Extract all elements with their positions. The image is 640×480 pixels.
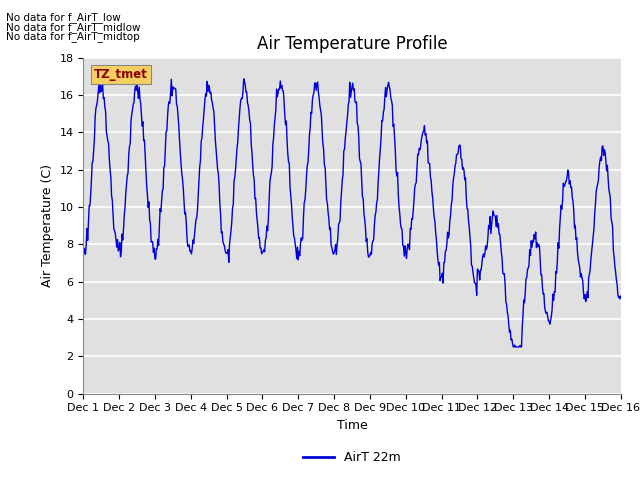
Text: No data for f_AirT_midlow: No data for f_AirT_midlow [6,22,141,33]
Y-axis label: Air Temperature (C): Air Temperature (C) [41,164,54,287]
Text: No data for f_AirT_low: No data for f_AirT_low [6,12,121,23]
Legend: AirT 22m: AirT 22m [298,446,406,469]
Text: No data for f_AirT_midtop: No data for f_AirT_midtop [6,31,140,42]
Title: Air Temperature Profile: Air Temperature Profile [257,35,447,53]
Text: TZ_tmet: TZ_tmet [94,68,148,81]
X-axis label: Time: Time [337,419,367,432]
